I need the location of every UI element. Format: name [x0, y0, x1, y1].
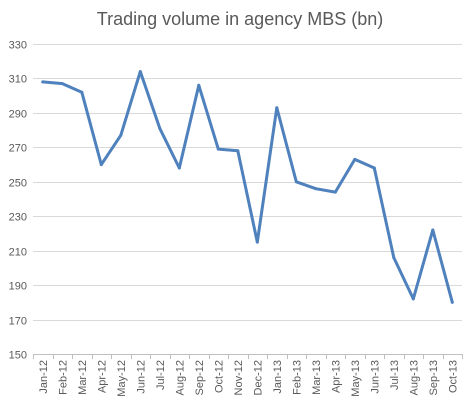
x-tick-label-Feb-13: Feb-13 [291, 360, 303, 395]
y-tick-label-250: 250 [9, 178, 27, 190]
data-point-Sep-13 [431, 228, 435, 232]
data-point-Jan-13 [275, 106, 279, 110]
x-tick-label-Apr-12: Apr-12 [96, 360, 108, 393]
y-tick-label-330: 330 [9, 40, 27, 52]
y-tick-label-290: 290 [9, 109, 27, 121]
x-tick-label-Oct-13: Oct-13 [447, 360, 459, 393]
data-point-Jul-13 [392, 256, 396, 260]
y-tick-label-150: 150 [9, 350, 27, 362]
gridlines [33, 44, 462, 321]
x-tick-label-Jan-12: Jan-12 [38, 360, 50, 394]
x-tick-label-Oct-12: Oct-12 [213, 360, 225, 393]
x-tick-label-Sep-12: Sep-12 [194, 360, 206, 395]
data-point-Jan-12 [41, 80, 45, 84]
x-tick-label-May-12: May-12 [116, 360, 128, 397]
data-point-May-12 [119, 133, 123, 137]
data-point-Sep-12 [197, 83, 201, 87]
y-tick-label-210: 210 [9, 247, 27, 259]
x-tick-label-Dec-12: Dec-12 [252, 360, 264, 395]
data-point-Apr-12 [99, 163, 103, 167]
data-point-Jun-13 [372, 166, 376, 170]
data-point-May-13 [353, 157, 357, 161]
data-point-Feb-12 [60, 82, 64, 86]
chart-title: Trading volume in agency MBS (bn) [97, 9, 383, 29]
x-axis: Jan-12 Feb-12 Mar-12 Apr-12 May-12 Jun-12 Jul-… [33, 354, 463, 397]
y-tick-label-270: 270 [9, 143, 27, 155]
x-tick-label-May-13: May-13 [350, 360, 362, 397]
x-tick-label-Feb-12: Feb-12 [57, 360, 69, 395]
data-point-Mar-12 [80, 90, 84, 94]
y-tick-label-190: 190 [9, 281, 27, 293]
data-point-Jun-12 [138, 70, 142, 74]
data-point-Feb-13 [294, 180, 298, 184]
x-tick-label-Jan-13: Jan-13 [272, 360, 284, 394]
x-tick-label-Jun-12: Jun-12 [135, 360, 147, 394]
x-tick-label-Jul-12: Jul-12 [155, 360, 167, 390]
x-tick-label-Nov-12: Nov-12 [233, 360, 245, 395]
data-point-Dec-12 [255, 240, 259, 244]
x-tick-label-Aug-12: Aug-12 [174, 360, 186, 395]
data-point-Oct-13 [450, 300, 454, 304]
data-point-Aug-13 [411, 297, 415, 301]
x-tick-label-Mar-13: Mar-13 [311, 360, 323, 395]
data-point-Nov-12 [236, 149, 240, 153]
x-tick-label-Mar-12: Mar-12 [77, 360, 89, 395]
x-tick-label-Jun-13: Jun-13 [369, 360, 381, 394]
y-tick-label-170: 170 [9, 316, 27, 328]
y-axis: 150 170 190 210 230 250 270 290 310 330 [9, 40, 27, 362]
x-tick-label-Sep-13: Sep-13 [428, 360, 440, 395]
data-point-Jul-12 [158, 126, 162, 130]
x-tick-label-Aug-13: Aug-13 [408, 360, 420, 395]
y-tick-label-230: 230 [9, 212, 27, 224]
x-tick-label-Jul-13: Jul-13 [389, 360, 401, 390]
series-line-0 [41, 70, 454, 304]
data-point-Oct-12 [216, 147, 220, 151]
x-tick-label-Apr-13: Apr-13 [330, 360, 342, 393]
y-tick-label-310: 310 [9, 74, 27, 86]
series-group [41, 70, 454, 304]
data-point-Aug-12 [177, 166, 181, 170]
data-point-Mar-13 [314, 187, 318, 191]
data-point-Apr-13 [333, 190, 337, 194]
